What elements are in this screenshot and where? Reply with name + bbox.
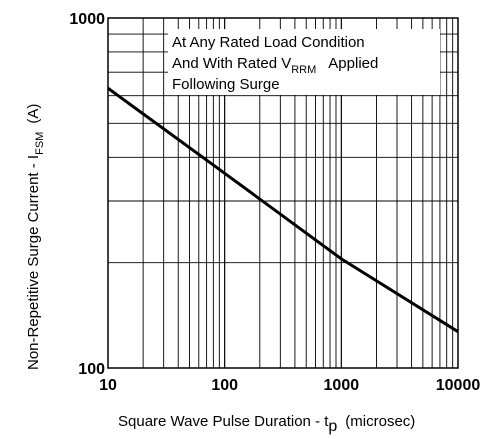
series-group [107,87,459,333]
annotation-line-2: And With Rated VRRM Applied [172,55,378,76]
annotation-line-3: Following Surge [172,76,280,93]
annotation-box [168,29,440,95]
x-tick-label: 1000 [324,377,360,394]
annotation-line-1: At Any Rated Load Condition [172,34,365,51]
series-line [107,87,459,333]
annotation-background [168,29,440,95]
y-tick-label: 1000 [69,11,105,28]
x-axis-label: Square Wave Pulse Duration - tp (microsec… [118,413,415,435]
y-tick-label: 100 [78,361,105,378]
y-tick-labels: 100 1000 [69,11,105,378]
x-tick-label: 100 [211,377,238,394]
x-tick-labels: 10 100 1000 10000 [99,377,480,394]
x-tick-label: 10000 [436,377,481,394]
plot-frame [107,17,459,369]
x-tick-label: 10 [99,377,117,394]
y-axis-label: Non-Repetitive Surge Current - IFSM(A) [25,104,46,370]
